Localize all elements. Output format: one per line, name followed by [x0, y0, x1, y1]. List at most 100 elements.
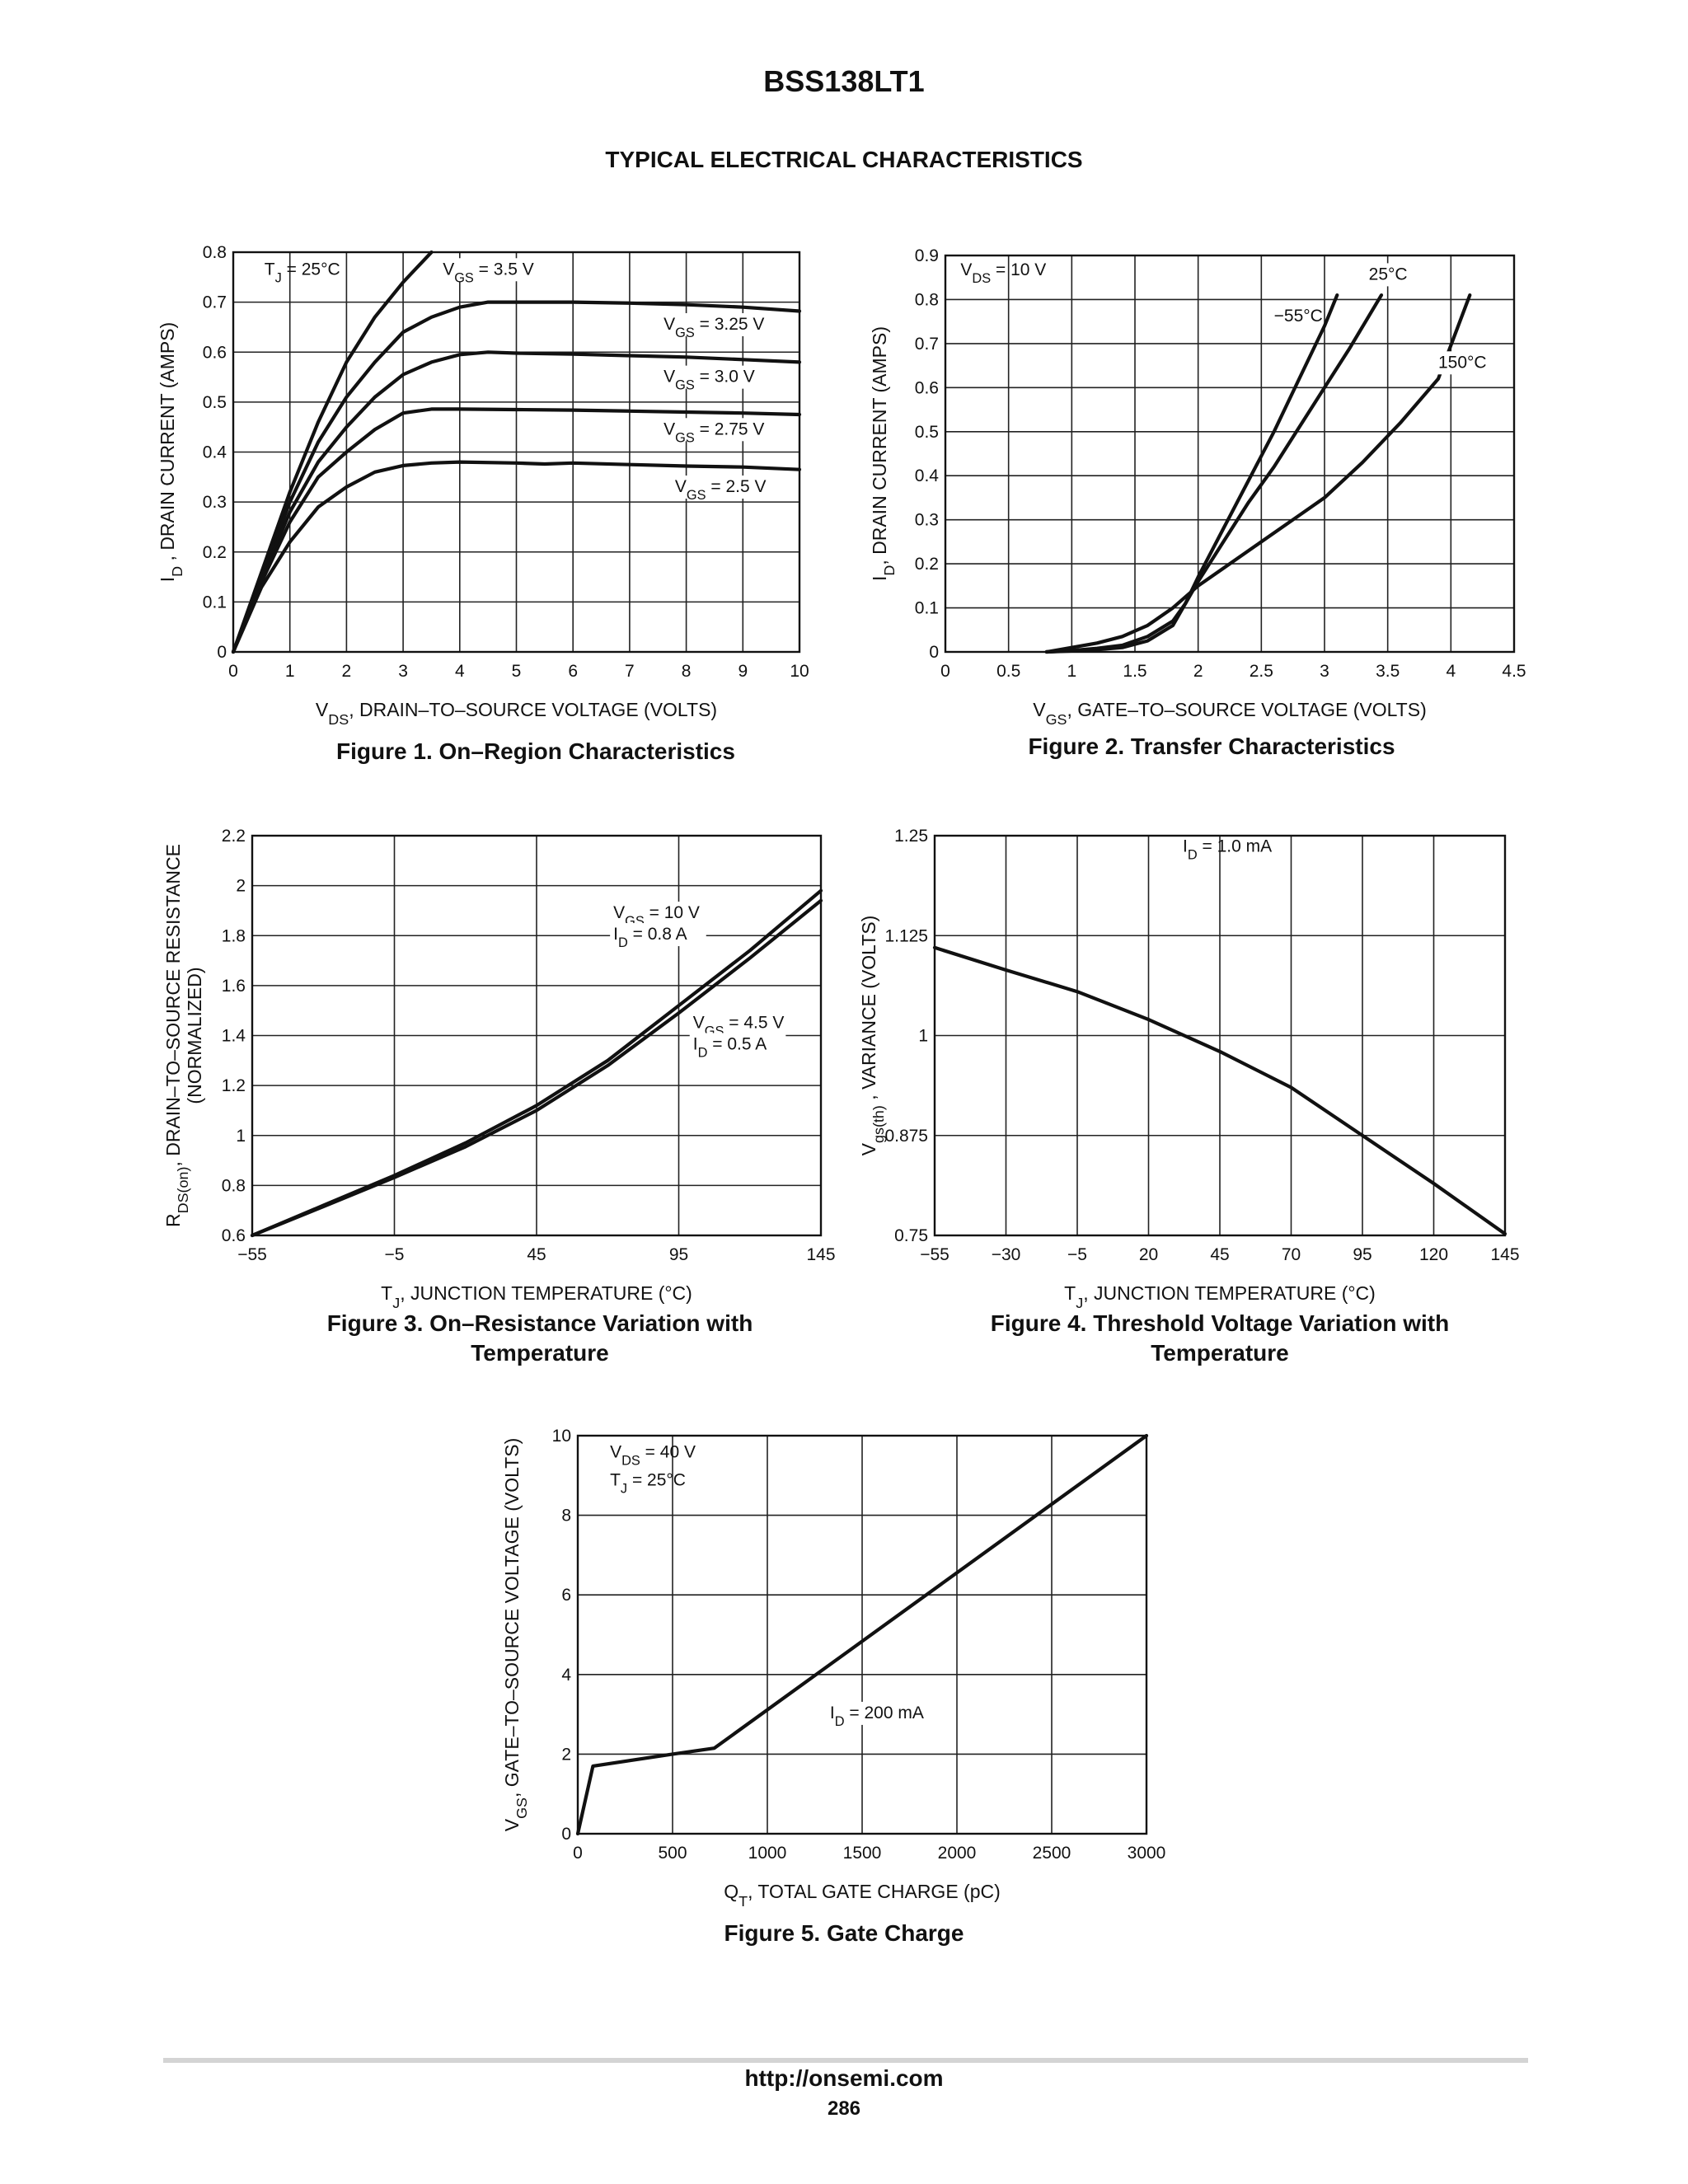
fig5-xtick-label: 2500 [1033, 1844, 1071, 1863]
figure-1-caption: Figure 1. On–Region Characteristics [336, 738, 735, 764]
fig2-series-1 [1044, 293, 1384, 654]
fig2-frame [944, 254, 1516, 654]
fig3-ytick-label: 1.2 [222, 1076, 246, 1095]
fig4-xlabel: TJ, JUNCTION TEMPERATURE (°C) [1064, 1282, 1376, 1311]
fig1-plot: 0 1 2 3 4 5 6 7 8 9 10 0 0.1 0.2 0.3 0.4 0.5 0.6 0.7 0.8 VDS… [157, 243, 809, 728]
fig3-series-label-bg [610, 902, 706, 926]
fig3-xlabel: TJ, JUNCTION TEMPERATURE (°C) [381, 1282, 692, 1311]
fig2-ytick-label: 0.9 [915, 246, 939, 265]
fig1-series-label-3: VGS = 2.75 V [663, 419, 764, 445]
figure-2-caption: Figure 2. Transfer Characteristics [1028, 733, 1395, 759]
fig2-ytick-label: 0.3 [915, 511, 939, 530]
fig5-annotation-0: VDS = 40 V [610, 1443, 696, 1469]
fig3-ytick-label: 1 [236, 1127, 246, 1146]
fig3-series-label-bg [689, 1011, 795, 1035]
fig1-xtick-label: 5 [512, 662, 522, 681]
fig3-ytick-label: 0.6 [222, 1226, 246, 1245]
fig1-ytick-label: 0.6 [203, 343, 227, 362]
fig2-xtick-label: 3.5 [1376, 662, 1400, 681]
fig2-series-0 [1044, 293, 1339, 654]
fig1-ytick-label: 0.2 [203, 543, 227, 562]
fig3-series-label-bg [689, 1033, 786, 1057]
fig3-ytick-label: 2 [236, 877, 246, 896]
fig2-ylabel: ID, DRAIN CURRENT (AMPS) [869, 326, 898, 581]
fig3-series-label-bg [610, 923, 706, 947]
fig5-xtick-label: 3000 [1128, 1844, 1166, 1863]
fig5-ytick-label: 6 [561, 1586, 571, 1605]
fig5-xtick-label: 500 [658, 1844, 687, 1863]
fig1-series-label-bg [660, 312, 774, 336]
fig3-frame [251, 834, 823, 1237]
fig1-ytick-label: 0.3 [203, 493, 227, 512]
fig3-series-label-1: ID = 0.5 A [693, 1034, 767, 1060]
fig2-ytick-label: 0.5 [915, 423, 939, 442]
fig4-frame [933, 834, 1507, 1237]
fig1-ytick-label: 0.5 [203, 393, 227, 412]
fig1-ytick-label: 0.4 [203, 443, 227, 462]
fig3-xtick-label: −55 [237, 1245, 267, 1264]
fig3-series-1 [250, 898, 823, 1238]
figure-4-caption: Figure 4. Threshold Voltage Variation wi… [990, 1310, 1450, 1366]
fig3-series-label-0: ID = 0.8 A [613, 925, 687, 950]
fig5-ylabel: VGS, GATE–TO–SOURCE VOLTAGE (VOLTS) [501, 1438, 530, 1832]
fig1-xtick-label: 2 [342, 662, 352, 681]
fig2-plot: 0 0.5 1 1.5 2 2.5 3 3.5 4 4.5 0 0.1 0.2 0.3 0.4 0.5 0.6 0… [869, 246, 1526, 728]
fig2-ytick-label: 0.1 [915, 599, 939, 618]
page-number: 286 [827, 2097, 861, 2120]
fig2-ytick-label: 0 [929, 643, 939, 662]
fig4-xtick-label: −5 [1067, 1245, 1087, 1264]
fig2-series-label-bg [1435, 351, 1479, 375]
fig4-xtick-label: 70 [1282, 1245, 1301, 1264]
fig4-ytick-label: 1 [918, 1027, 928, 1046]
fig2-xtick-label: 1.5 [1123, 662, 1146, 681]
fig3-ytick-label: 1.4 [222, 1027, 246, 1046]
fig5-ytick-label: 2 [561, 1745, 571, 1764]
figure-3-caption: Figure 3. On–Resistance Variation with T… [326, 1310, 753, 1366]
fig3-xtick-label: 95 [669, 1245, 688, 1264]
fig5-series-0 [575, 1433, 1149, 1836]
fig1-series-label-0: VGS = 3.5 V [443, 260, 534, 285]
fig3-xtick-label: −5 [385, 1245, 405, 1264]
fig1-series-0 [231, 250, 434, 654]
fig1-series-label-1: VGS = 3.25 V [663, 315, 764, 340]
footer-divider [163, 2058, 1528, 2063]
fig4-xtick-label: 120 [1419, 1245, 1448, 1264]
fig1-xtick-label: 3 [398, 662, 408, 681]
fig1-xlabel: VDS, DRAIN–TO–SOURCE VOLTAGE (VOLTS) [316, 699, 717, 728]
fig4-ytick-label: 0.75 [894, 1226, 928, 1245]
fig1-series-label-bg [660, 365, 766, 389]
fig1-frame [232, 251, 801, 654]
fig5-xlabel: QT, TOTAL GATE CHARGE (pC) [724, 1881, 1001, 1910]
fig2-series-label-2: 150°C [1438, 353, 1487, 372]
fig1-series-1 [231, 300, 802, 654]
fig5-xtick-label: 1500 [843, 1844, 882, 1863]
fig5-xtick-label: 0 [573, 1844, 583, 1863]
fig2-series-label-bg [1270, 305, 1315, 329]
fig4-ylabel: Vgs(th) , VARIANCE (VOLTS) [858, 916, 887, 1156]
fig3-xtick-label: 45 [527, 1245, 546, 1264]
fig1-xtick-label: 7 [625, 662, 635, 681]
fig4-ytick-label: 0.875 [884, 1127, 928, 1146]
fig1-ytick-label: 0.1 [203, 593, 227, 612]
fig4-xtick-label: −30 [992, 1245, 1021, 1264]
fig3-ytick-label: 1.6 [222, 977, 246, 996]
fig5-series-label-bg [826, 1701, 932, 1725]
fig1-series-4 [231, 460, 802, 654]
fig3-ytick-label: 2.2 [222, 827, 246, 846]
fig1-series-label-2: VGS = 3.0 V [663, 368, 755, 393]
fig2-series-label-1: 25°C [1369, 265, 1408, 284]
fig1-xtick-label: 6 [568, 662, 578, 681]
fig5-annotation-1: TJ = 25°C [610, 1470, 686, 1496]
fig5-xtick-label: 1000 [748, 1844, 787, 1863]
fig4-xtick-label: 145 [1490, 1245, 1519, 1264]
fig2-xtick-label: 4 [1446, 662, 1456, 681]
fig1-xtick-label: 8 [682, 662, 692, 681]
fig1-series-2 [231, 350, 802, 654]
footer-url[interactable]: http://onsemi.com [744, 2065, 944, 2091]
fig3-ytick-label: 0.8 [222, 1176, 246, 1195]
fig2-xtick-label: 2.5 [1250, 662, 1273, 681]
fig4-plot: −55 −30 −5 20 45 70 95 120 145 0.75 0.875 1 1.125 1.2… [858, 827, 1520, 1311]
fig4-xtick-label: −55 [920, 1245, 950, 1264]
fig1-ytick-label: 0.7 [203, 293, 227, 312]
fig5-frame [576, 1434, 1148, 1835]
